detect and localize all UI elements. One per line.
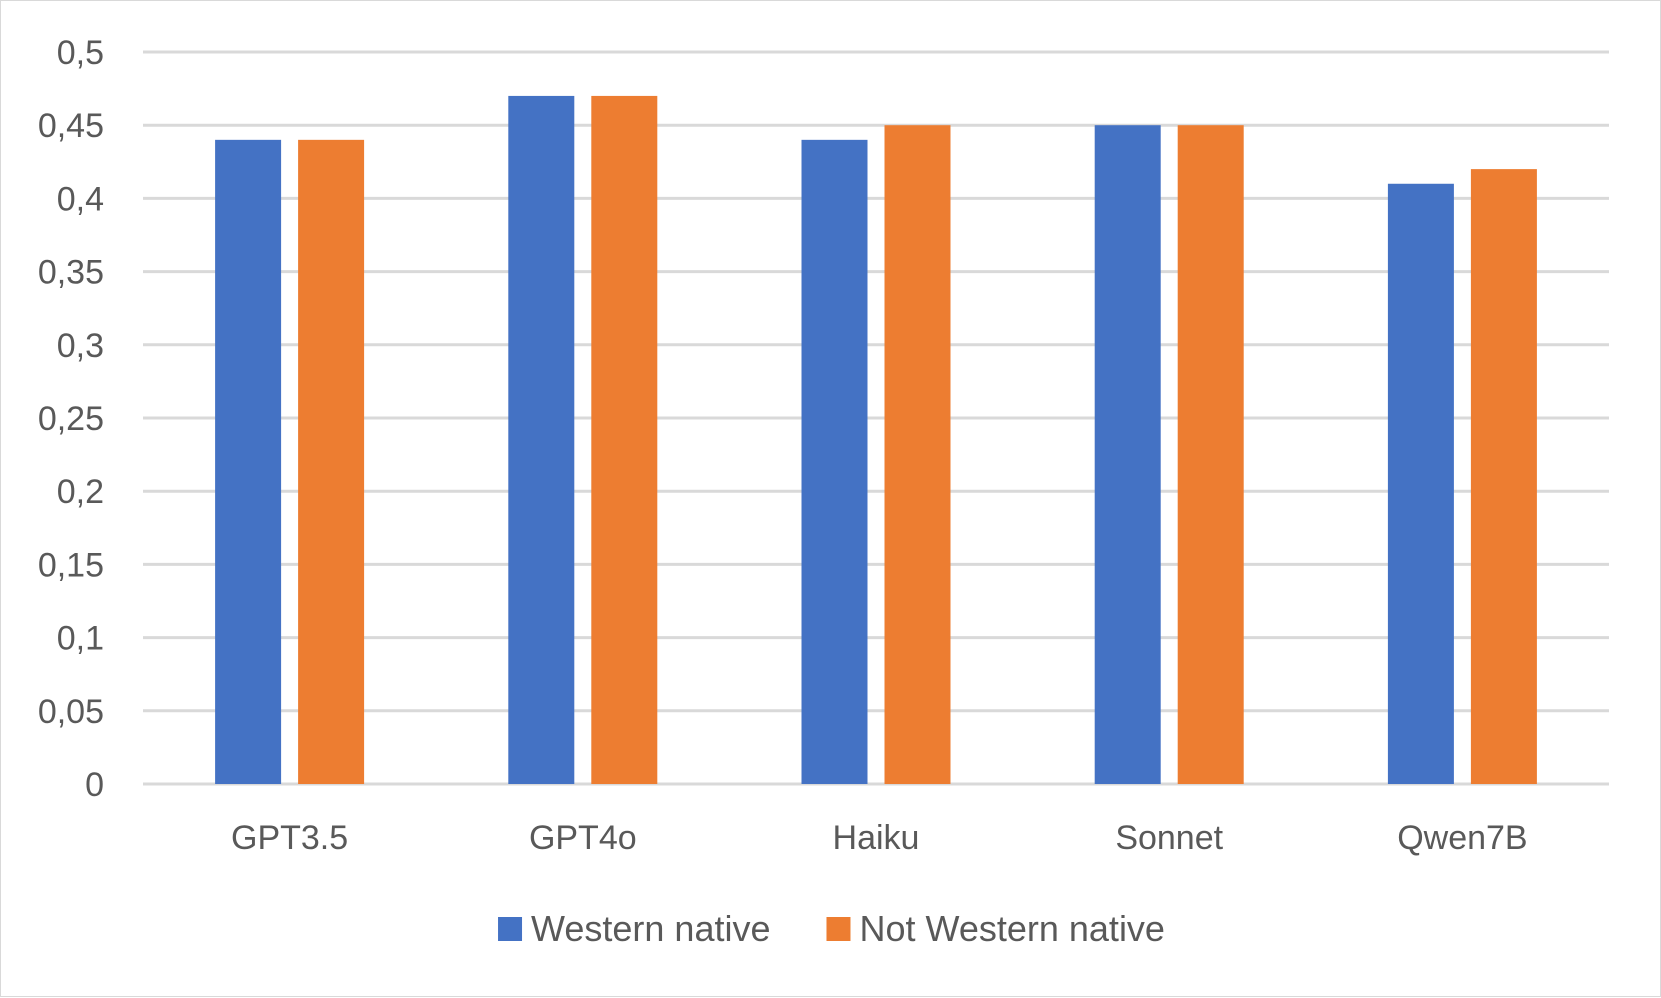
x-tick-label: GPT4o (529, 819, 637, 857)
y-tick-label: 0,3 (57, 327, 104, 365)
y-tick-label: 0,4 (57, 180, 104, 218)
bar-sonnet-not-western-native (1177, 125, 1244, 784)
bar-sonnet-western-native (1094, 125, 1161, 784)
legend-label: Western native (531, 908, 770, 949)
x-axis-tick-labels: GPT3.5 GPT4o Haiku Sonnet Qwen7B (231, 819, 1528, 857)
y-tick-label: 0,2 (57, 473, 104, 511)
y-tick-label: 0,45 (38, 107, 104, 145)
x-tick-label: Haiku (833, 819, 920, 857)
legend-label: Not Western native (859, 908, 1164, 949)
legend-swatch (826, 917, 851, 941)
y-tick-label: 0,05 (38, 693, 104, 731)
y-tick-label: 0,1 (57, 620, 104, 658)
bar-gpt3-5-western-native (215, 139, 282, 785)
bar-gpt4o-western-native (508, 95, 575, 785)
bar-gpt4o-not-western-native (591, 95, 658, 785)
y-tick-label: 0,15 (38, 546, 104, 584)
legend-swatch (498, 917, 523, 941)
y-tick-label: 0,25 (38, 400, 104, 438)
y-tick-label: 0,5 (57, 34, 104, 72)
x-tick-label: Qwen7B (1397, 819, 1527, 857)
bar-gpt3-5-not-western-native (298, 139, 365, 785)
y-tick-label: 0,35 (38, 254, 104, 292)
bar-qwen7b-not-western-native (1470, 169, 1537, 784)
bar-haiku-not-western-native (884, 125, 951, 784)
y-axis-tick-labels: 0 0,05 0,1 0,15 0,2 0,25 0,3 0,35 0,4 0,45 0,5 (38, 34, 104, 804)
bars (215, 95, 1537, 785)
bar-qwen7b-western-native (1387, 183, 1454, 784)
bar-haiku-western-native (801, 139, 868, 785)
x-tick-label: GPT3.5 (231, 819, 348, 857)
legend: Western native Not Western native (498, 908, 1165, 949)
y-tick-label: 0 (85, 766, 104, 804)
x-tick-label: Sonnet (1115, 819, 1223, 857)
gridlines (143, 50, 1609, 786)
